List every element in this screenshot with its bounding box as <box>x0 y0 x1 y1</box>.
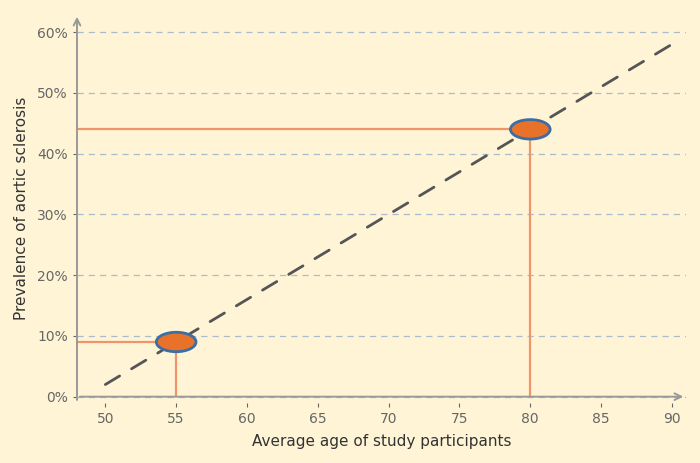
X-axis label: Average age of study participants: Average age of study participants <box>252 434 511 449</box>
Y-axis label: Prevalence of aortic sclerosis: Prevalence of aortic sclerosis <box>14 97 29 320</box>
Ellipse shape <box>156 332 196 352</box>
Ellipse shape <box>510 119 550 139</box>
